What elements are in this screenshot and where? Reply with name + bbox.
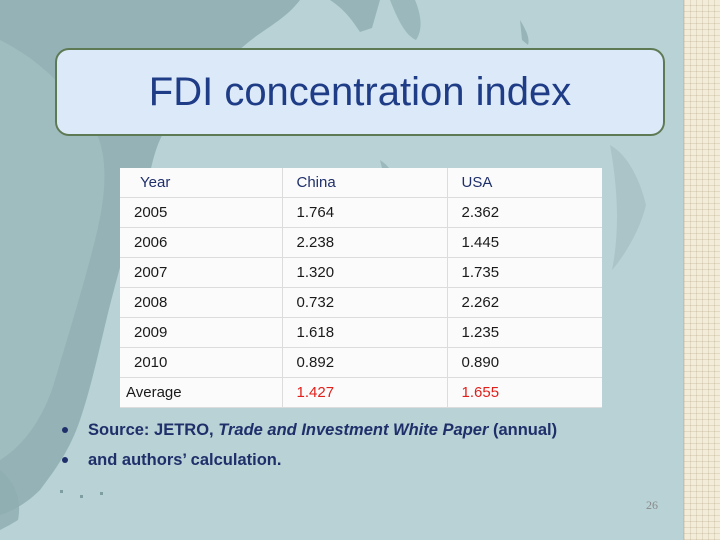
- usa-average: 1.655: [447, 377, 602, 408]
- page-number: 26: [646, 498, 658, 512]
- table-header-row: Year China USA: [120, 168, 602, 198]
- china-cell: 2.238: [282, 227, 448, 258]
- average-label: Average: [120, 377, 283, 408]
- year-cell: 2005: [120, 197, 283, 228]
- usa-cell: 1.445: [447, 227, 602, 258]
- china-average: 1.427: [282, 377, 448, 408]
- table-row: 2010 0.892 0.890: [120, 347, 602, 378]
- source-title: Trade and Investment White Paper: [218, 421, 489, 439]
- year-cell: 2006: [120, 227, 283, 258]
- year-cell: 2008: [120, 287, 283, 318]
- source-prefix: Source: JETRO,: [88, 421, 219, 439]
- usa-cell: 0.890: [447, 347, 602, 378]
- calculation-text: and authors’ calculation.: [88, 451, 282, 469]
- table-row: 2009 1.618 1.235: [120, 317, 602, 348]
- header-year: Year: [120, 168, 283, 198]
- china-cell: 0.732: [282, 287, 448, 318]
- table-row: 2008 0.732 2.262: [120, 287, 602, 318]
- usa-cell: 1.735: [447, 257, 602, 288]
- usa-cell: 2.262: [447, 287, 602, 318]
- bullet-list: Source: JETRO, Trade and Investment Whit…: [62, 416, 557, 476]
- bullet-dot-icon: [62, 427, 68, 433]
- header-china: China: [282, 168, 448, 198]
- source-suffix: (annual): [488, 421, 558, 439]
- usa-cell: 2.362: [447, 197, 602, 228]
- year-cell: 2007: [120, 257, 283, 288]
- bullet-source: Source: JETRO, Trade and Investment Whit…: [62, 416, 557, 446]
- fdi-table: Year China USA 2005 1.764 2.362 2006 2.2…: [120, 168, 602, 408]
- china-cell: 1.764: [282, 197, 448, 228]
- title-box: FDI concentration index: [55, 48, 665, 136]
- table-row: 2005 1.764 2.362: [120, 197, 602, 228]
- bullet-calculation: and authors’ calculation.: [62, 446, 557, 476]
- year-cell: 2010: [120, 347, 283, 378]
- table-row: 2006 2.238 1.445: [120, 227, 602, 258]
- average-row: Average 1.427 1.655: [120, 377, 602, 408]
- decorative-side-strip: [683, 0, 720, 540]
- table-row: 2007 1.320 1.735: [120, 257, 602, 288]
- china-cell: 1.618: [282, 317, 448, 348]
- china-cell: 0.892: [282, 347, 448, 378]
- bullet-dot-icon: [62, 457, 68, 463]
- china-cell: 1.320: [282, 257, 448, 288]
- header-usa: USA: [447, 168, 602, 198]
- slide-title: FDI concentration index: [148, 69, 572, 114]
- usa-cell: 1.235: [447, 317, 602, 348]
- year-cell: 2009: [120, 317, 283, 348]
